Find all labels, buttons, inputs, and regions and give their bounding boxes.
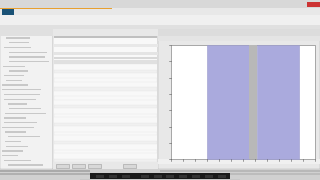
Bar: [166, 175, 174, 178]
Bar: [0, 29, 53, 169]
Bar: [160, 170, 320, 172]
Bar: [158, 29, 320, 169]
Bar: [0, 8, 320, 15]
Bar: [158, 36, 320, 40]
Bar: [53, 29, 158, 169]
Bar: [207, 45, 249, 159]
Bar: [109, 175, 117, 178]
Bar: [0, 169, 320, 180]
Bar: [56, 164, 69, 168]
Bar: [0, 25, 320, 29]
Bar: [6, 80, 34, 81]
Bar: [5, 51, 23, 53]
Bar: [5, 108, 47, 109]
Bar: [257, 45, 299, 159]
Bar: [4, 141, 44, 142]
Bar: [6, 131, 40, 133]
Bar: [171, 45, 315, 159]
Bar: [7, 61, 35, 62]
Bar: [162, 45, 171, 159]
Bar: [9, 42, 30, 43]
Bar: [4, 75, 23, 76]
Bar: [80, 179, 240, 180]
Bar: [249, 45, 257, 159]
Bar: [8, 146, 37, 147]
Bar: [54, 36, 157, 38]
Bar: [54, 141, 157, 144]
Bar: [4, 89, 44, 90]
Bar: [205, 175, 213, 178]
Bar: [9, 136, 47, 137]
Bar: [54, 87, 157, 91]
Bar: [53, 52, 158, 55]
Bar: [54, 78, 157, 82]
Bar: [9, 94, 31, 95]
Bar: [5, 70, 44, 72]
Bar: [6, 117, 38, 119]
Bar: [122, 175, 130, 178]
Bar: [7, 84, 44, 86]
Bar: [9, 66, 27, 67]
Bar: [54, 57, 157, 59]
Bar: [72, 164, 85, 168]
Bar: [158, 159, 320, 164]
Bar: [54, 61, 157, 64]
Bar: [54, 70, 157, 73]
Bar: [53, 29, 158, 36]
Bar: [160, 173, 320, 175]
Bar: [5, 47, 42, 48]
Bar: [54, 150, 157, 153]
Bar: [307, 2, 320, 7]
Bar: [4, 160, 34, 161]
Bar: [141, 175, 149, 178]
Bar: [2, 9, 14, 15]
Bar: [6, 164, 47, 166]
Bar: [158, 29, 320, 36]
Bar: [8, 113, 37, 114]
Bar: [5, 98, 36, 100]
Bar: [4, 56, 29, 57]
Bar: [0, 15, 320, 25]
Bar: [54, 114, 157, 117]
Bar: [218, 175, 226, 178]
Bar: [154, 175, 162, 178]
Bar: [0, 8, 112, 9]
Bar: [192, 175, 200, 178]
Bar: [0, 29, 53, 36]
Bar: [0, 0, 320, 8]
Bar: [54, 159, 157, 162]
Bar: [0, 170, 90, 172]
Bar: [53, 44, 158, 47]
Bar: [9, 103, 38, 105]
Bar: [0, 173, 90, 175]
Bar: [54, 123, 157, 126]
Bar: [96, 175, 104, 178]
Bar: [54, 96, 157, 100]
Bar: [90, 173, 230, 179]
Bar: [2, 150, 35, 152]
Bar: [54, 60, 157, 64]
Bar: [3, 122, 21, 123]
Bar: [179, 175, 187, 178]
Bar: [5, 37, 26, 39]
Bar: [53, 162, 158, 169]
Bar: [8, 127, 34, 128]
Bar: [54, 132, 157, 135]
Bar: [88, 164, 101, 168]
Bar: [123, 164, 136, 168]
Bar: [6, 155, 36, 156]
Bar: [54, 105, 157, 109]
